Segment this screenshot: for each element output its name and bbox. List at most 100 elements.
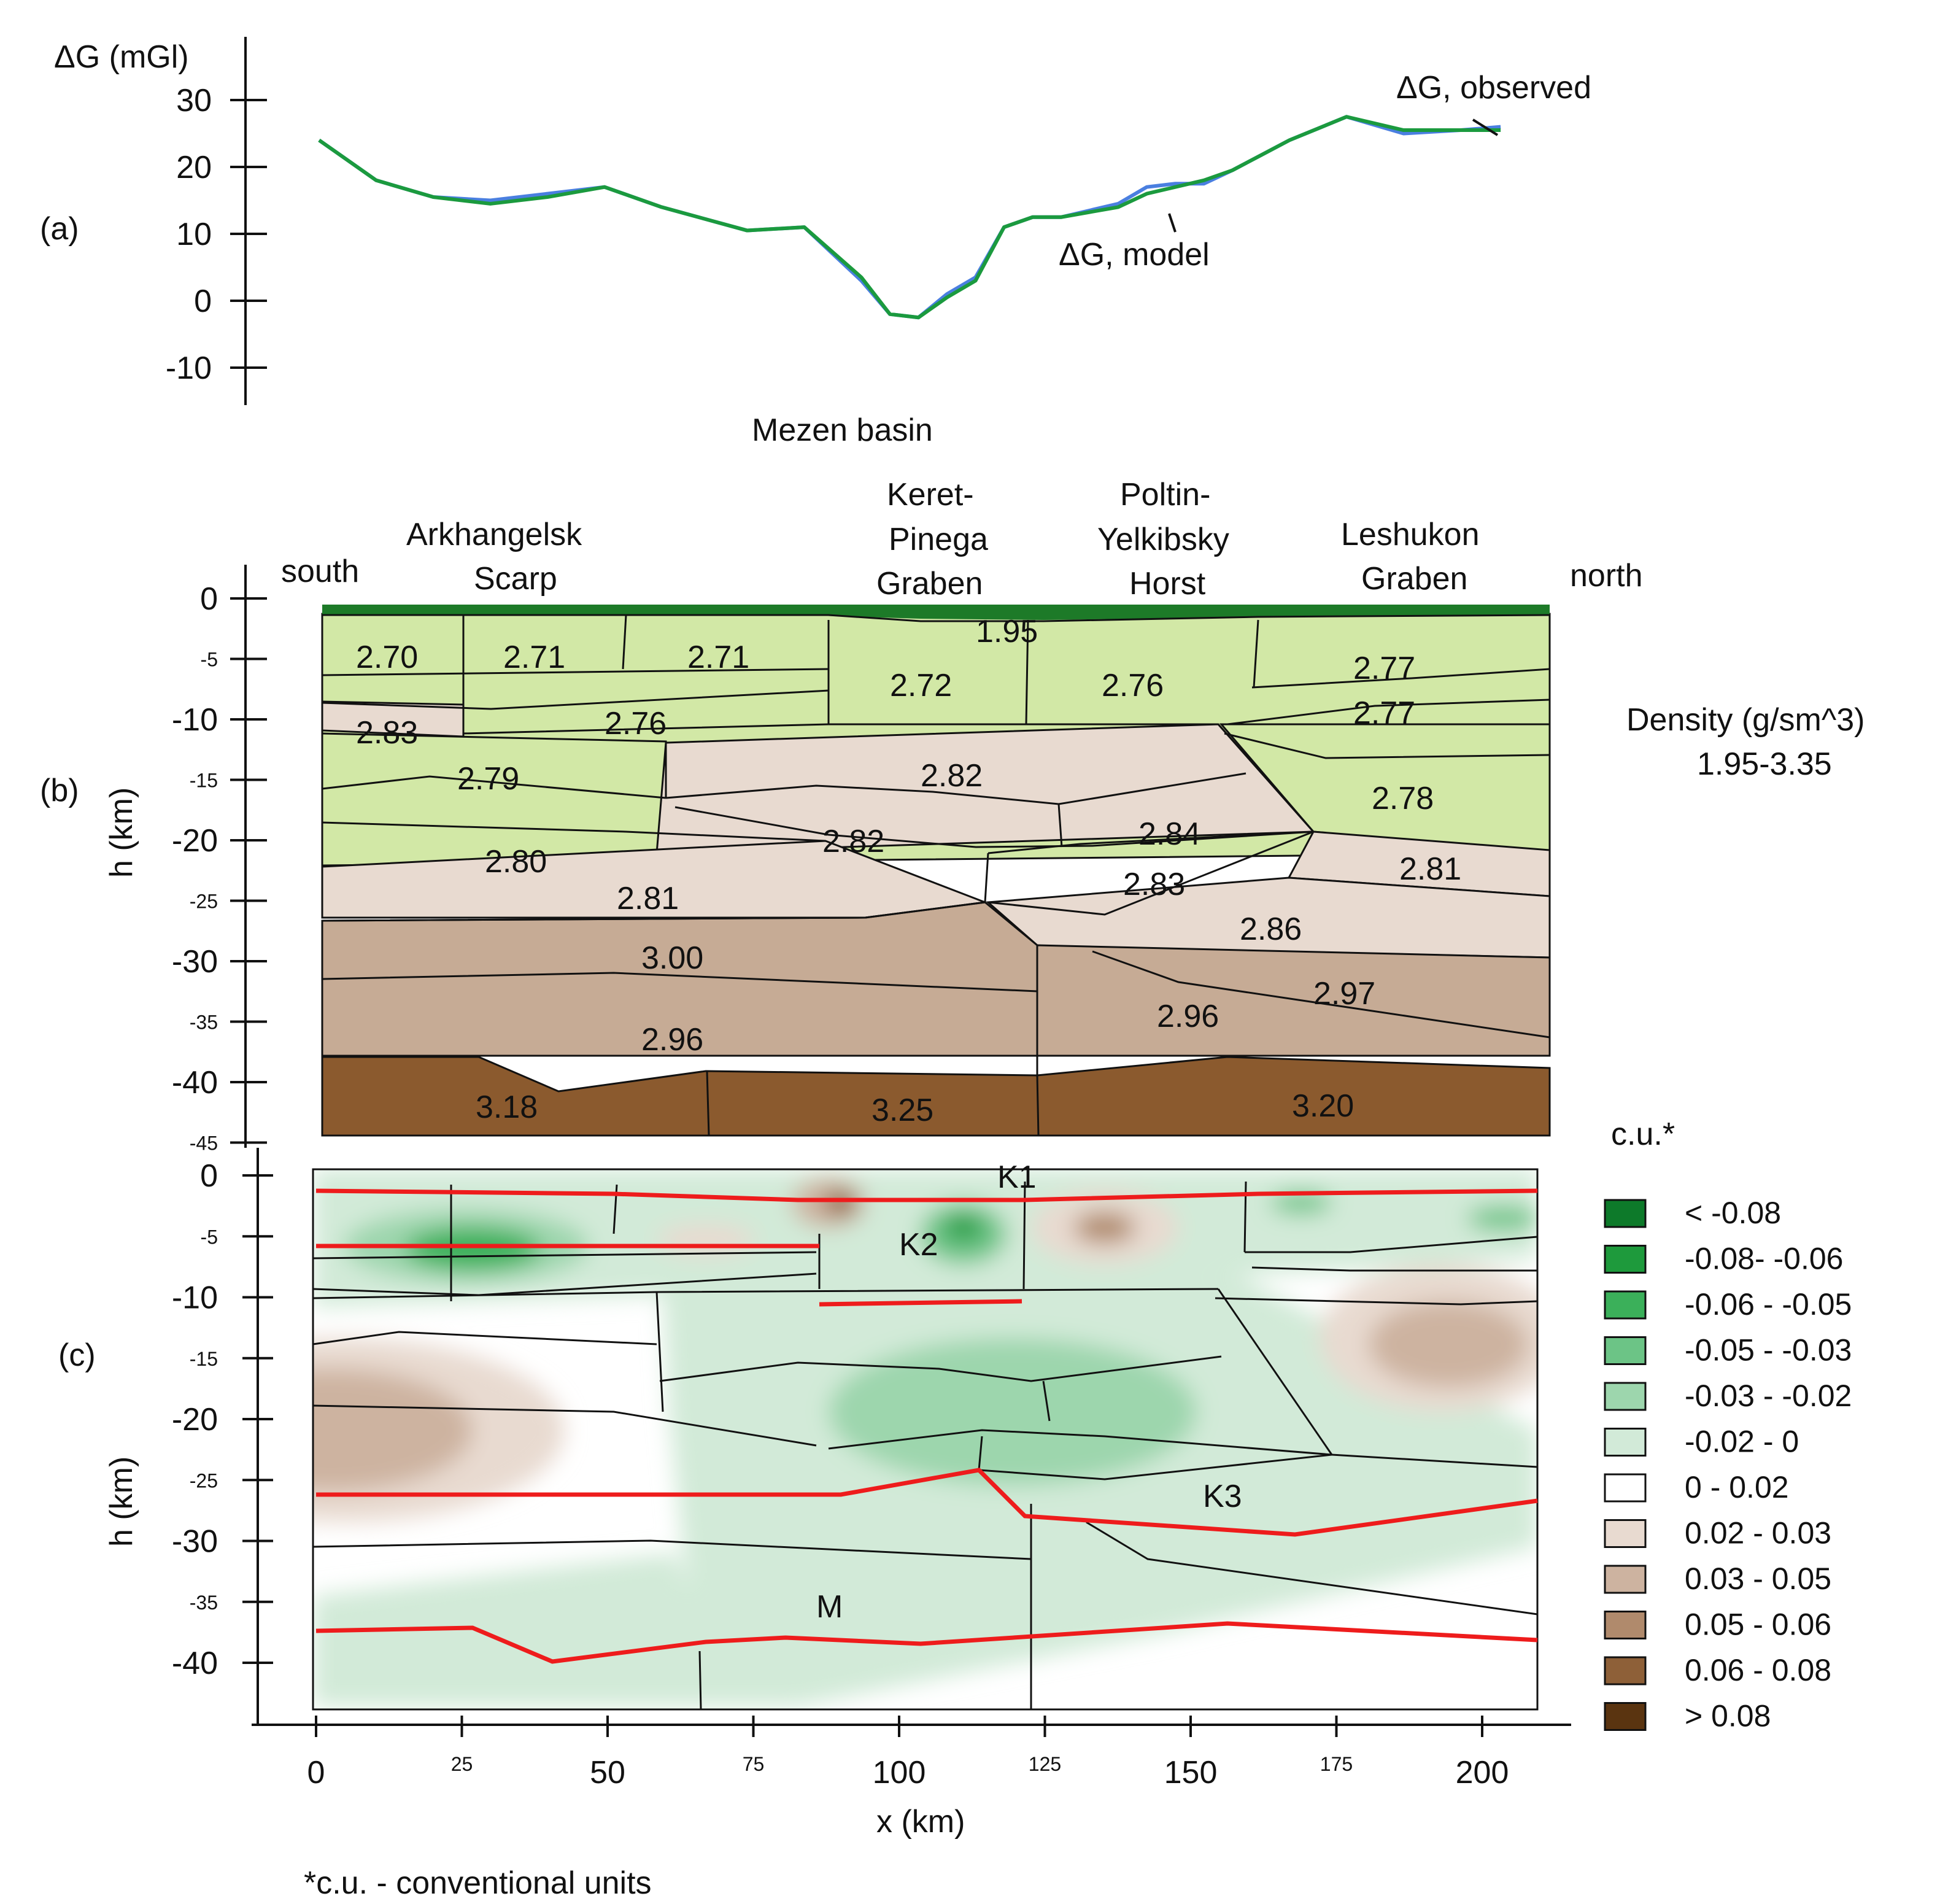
label-m: M: [816, 1589, 843, 1625]
panel-a-y-ticks: 30 20 10 0 -10: [166, 83, 267, 386]
density-value: 3.00: [641, 940, 703, 976]
density-value: 2.70: [356, 640, 418, 675]
label-k2: K2: [899, 1227, 938, 1263]
structure-poltin: Poltin-: [1120, 477, 1210, 513]
panel-c: (c) h (km) 0 -5 -10 -15 -20 -25 -30 -35 -40 0 25 5…: [58, 1116, 1852, 1901]
model-annotation: ΔG, model: [1059, 237, 1210, 273]
legend-swatch: [1604, 1656, 1647, 1685]
panel-a: (a) ΔG (mGl) 30 20 10 0 -10 ΔG, observed ΔG,…: [40, 37, 1591, 405]
panel-a-label: (a): [40, 211, 79, 247]
panel-c-y-tick-label: -10: [172, 1280, 218, 1316]
observed-pointer: [1472, 118, 1499, 136]
legend-label: > 0.08: [1685, 1699, 1771, 1733]
panel-b-tick-label: -40: [172, 1065, 218, 1101]
legend-label: 0 - 0.02: [1685, 1470, 1789, 1504]
block-boundaries: [322, 614, 1550, 1136]
panel-c-y-tick-label: 0: [200, 1158, 218, 1194]
panel-b-tick-label: -20: [172, 823, 218, 859]
legend-label: -0.06 - -0.05: [1685, 1287, 1852, 1322]
structure-leshukon: Leshukon: [1341, 517, 1480, 552]
block-brown-297: [1036, 944, 1551, 1057]
panel-a-tick-label: 30: [176, 83, 212, 118]
density-value: 2.81: [1399, 851, 1461, 887]
legend-swatch: [1604, 1245, 1647, 1274]
density-value: 2.96: [1157, 999, 1219, 1034]
legend-swatch: [1604, 1565, 1647, 1594]
model-pointer: [1168, 213, 1177, 233]
density-value: 3.25: [871, 1093, 933, 1128]
panel-c-ylabel: h (km): [104, 1457, 139, 1547]
panel-b-tick-label: -10: [172, 702, 218, 738]
density-value: 2.83: [356, 715, 418, 751]
legend-swatch: [1604, 1336, 1647, 1365]
anomaly-field: [313, 1169, 1537, 1709]
density-value: 2.82: [822, 824, 884, 859]
panel-c-y-tick-label: -35: [190, 1592, 218, 1614]
density-value: 2.82: [921, 758, 983, 794]
panel-a-tick-label: 10: [176, 217, 212, 252]
panel-a-tick-label: 20: [176, 150, 212, 185]
legend-swatch: [1604, 1428, 1647, 1457]
density-value: 2.77: [1353, 651, 1415, 686]
panel-c-y-tick-label: -25: [190, 1469, 218, 1492]
panel-b-ylabel: h (km): [104, 788, 139, 878]
boundary-m: [315, 1621, 1538, 1664]
structure-keret: Keret-: [887, 477, 974, 513]
density-value: 2.71: [687, 640, 749, 675]
block-dark-brown: [321, 1056, 1551, 1137]
density-value: 2.81: [617, 881, 679, 916]
panel-b-tick-label: 0: [200, 581, 218, 617]
panel-a-ylabel: ΔG (mGl): [54, 39, 189, 75]
structure-scarp: Scarp: [474, 561, 557, 597]
density-value: 3.18: [476, 1089, 538, 1125]
cu-legend-title: c.u.*: [1611, 1116, 1675, 1152]
block-beige-mid: [655, 723, 1316, 854]
panel-c-x-tick-label: 25: [451, 1753, 473, 1775]
structure-mezen-basin: Mezen basin: [752, 412, 933, 448]
structure-north: north: [1570, 558, 1643, 594]
panel-c-x-tick-label: 0: [307, 1755, 325, 1790]
legend-swatch: [1604, 1199, 1647, 1228]
density-value: 2.76: [605, 706, 667, 741]
panel-a-tick-label: -10: [166, 350, 212, 386]
density-value: 2.84: [1138, 816, 1200, 852]
panel-c-x-tick-label: 100: [873, 1755, 926, 1790]
density-value: 2.72: [890, 668, 952, 703]
density-legend-title: Density (g/sm^3): [1626, 702, 1865, 738]
panel-c-y-tick-label: -30: [172, 1524, 218, 1560]
structure-graben-2: Graben: [1361, 561, 1467, 597]
panel-c-xlabel: x (km): [876, 1804, 965, 1840]
panel-b-tick-label: -15: [190, 770, 218, 792]
legend-label: -0.03 - -0.02: [1685, 1379, 1852, 1413]
observed-annotation: ΔG, observed: [1396, 70, 1591, 106]
panel-c-x-tick-label: 50: [590, 1755, 625, 1790]
legend-label: 0.05 - 0.06: [1685, 1608, 1831, 1642]
density-value: 1.95: [976, 614, 1038, 649]
structure-pinega: Pinega: [889, 522, 988, 557]
panel-c-x-tick-label: 150: [1164, 1755, 1218, 1790]
footnote: *c.u. - conventional units: [304, 1865, 652, 1901]
block-sediment: [322, 605, 1550, 620]
density-value: 2.76: [1102, 668, 1164, 703]
panel-b-tick-label: -45: [190, 1132, 218, 1155]
legend-label: -0.05 - -0.03: [1685, 1333, 1852, 1368]
red-boundaries: [315, 1188, 1538, 1664]
panel-c-y-tick-label: -15: [190, 1348, 218, 1370]
panel-a-series: [318, 115, 1501, 320]
panel-c-block-boundaries: [312, 1181, 1539, 1710]
panel-c-x-tick-label: 125: [1029, 1753, 1061, 1775]
density-value: 2.79: [457, 761, 519, 797]
legend-swatch: [1604, 1473, 1647, 1503]
density-value: 2.78: [1372, 781, 1434, 816]
legend-label: 0.02 - 0.03: [1685, 1516, 1831, 1550]
density-value: 2.97: [1313, 976, 1375, 1012]
panel-b-tick-label: -30: [172, 944, 218, 980]
panel-b-tick-label: -5: [201, 649, 218, 671]
panel-b-label: (b): [40, 773, 79, 808]
boundary-k3: [316, 1468, 1538, 1537]
density-value: 2.80: [485, 844, 547, 880]
panel-c-x-tick-label: 175: [1320, 1753, 1353, 1775]
structure-horst: Horst: [1129, 566, 1206, 602]
density-labels: 1.95 2.70 2.71 2.71 2.72 2.76 2.77 2.77 2.83 2.76…: [356, 614, 1461, 1128]
structure-arkhangelsk: Arkhangelsk: [406, 517, 582, 552]
